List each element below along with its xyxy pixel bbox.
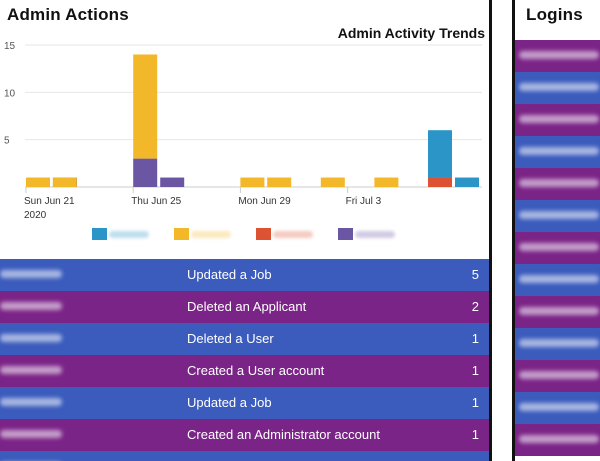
admin-action-row[interactable]: Deleted an Applicant 2 — [0, 291, 489, 323]
bar-yellow — [52, 177, 77, 187]
login-row-redacted — [519, 435, 599, 443]
login-row[interactable] — [515, 360, 600, 392]
row-count: 2 — [471, 299, 479, 314]
legend-item-purple[interactable] — [338, 228, 418, 240]
row-action-label: Deleted an Applicant — [187, 299, 307, 314]
panel-gap — [492, 0, 512, 461]
row-action-label: Updated a Job — [187, 267, 272, 282]
bar-blue — [428, 130, 452, 178]
legend-swatch — [174, 228, 189, 240]
x-tick-year-label: 2020 — [24, 210, 47, 221]
login-row-redacted — [519, 211, 599, 219]
bar-yellow — [374, 177, 399, 187]
login-row-redacted — [519, 371, 599, 379]
legend-item-blue[interactable] — [92, 228, 172, 240]
admin-action-row[interactable] — [0, 451, 489, 461]
legend-label-redacted — [191, 231, 231, 238]
legend-label-redacted — [109, 231, 149, 238]
login-row-redacted — [519, 115, 599, 123]
bar-purple — [160, 177, 185, 187]
row-count: 1 — [471, 395, 479, 410]
login-row[interactable] — [515, 104, 600, 136]
legend-label-redacted — [355, 231, 395, 238]
y-tick-label: 10 — [4, 88, 16, 99]
row-action-label: Created a User account — [187, 363, 325, 378]
login-row-redacted — [519, 179, 599, 187]
row-user-redacted — [0, 302, 62, 310]
row-user-redacted — [0, 270, 62, 278]
bar-blue — [455, 177, 479, 187]
login-row[interactable] — [515, 296, 600, 328]
login-row[interactable] — [515, 168, 600, 200]
login-row-redacted — [519, 307, 599, 315]
admin-activity-chart: 5 10 15 Sun Jun 21 2020 Thu Jun 25 Mon Jun 29 F… — [4, 41, 482, 221]
login-row-redacted — [519, 51, 599, 59]
row-user-redacted — [0, 430, 62, 438]
x-tick-label: Mon Jun 29 — [238, 196, 291, 207]
admin-action-row[interactable]: Updated a Job 1 — [0, 387, 489, 419]
admin-actions-panel: Admin Actions Admin Activity Trends 5 10 1… — [0, 5, 489, 461]
x-tick-label: Sun Jun 21 — [24, 196, 75, 207]
row-user-redacted — [0, 334, 62, 342]
x-tick-label: Fri Jul 3 — [346, 196, 382, 207]
panel-divider — [512, 0, 515, 461]
legend-swatch — [92, 228, 107, 240]
login-row-redacted — [519, 243, 599, 251]
logins-panel: Logins — [515, 0, 600, 461]
legend-swatch — [338, 228, 353, 240]
login-row[interactable] — [515, 232, 600, 264]
row-action-label: Created an Administrator account — [187, 427, 380, 442]
bar-yellow — [320, 177, 345, 187]
login-row[interactable] — [515, 40, 600, 72]
admin-action-row[interactable]: Updated a Job 5 — [0, 259, 489, 291]
admin-action-row[interactable]: Deleted a User 1 — [0, 323, 489, 355]
row-user-redacted — [0, 366, 62, 374]
bar-yellow — [240, 177, 265, 187]
bar-yellow — [133, 54, 158, 159]
login-row-redacted — [519, 403, 599, 411]
login-row[interactable] — [515, 392, 600, 424]
legend-item-red[interactable] — [256, 228, 336, 240]
bar-red — [428, 177, 452, 187]
row-count: 1 — [471, 331, 479, 346]
legend-label-redacted — [273, 231, 313, 238]
logins-list — [515, 40, 600, 456]
row-count: 5 — [471, 267, 479, 282]
login-row[interactable] — [515, 424, 600, 456]
row-action-label: Updated a Job — [187, 395, 272, 410]
login-row[interactable] — [515, 264, 600, 296]
login-row[interactable] — [515, 200, 600, 232]
chart-title: Admin Activity Trends — [337, 25, 485, 41]
login-row-redacted — [519, 147, 599, 155]
row-count: 1 — [471, 427, 479, 442]
login-row-redacted — [519, 339, 599, 347]
legend-swatch — [256, 228, 271, 240]
admin-actions-list: Updated a Job 5 Deleted an Applicant 2 Delet… — [0, 259, 489, 461]
panel-divider — [489, 0, 492, 461]
logins-title: Logins — [526, 5, 583, 24]
legend-item-yellow[interactable] — [174, 228, 254, 240]
y-tick-label: 15 — [4, 41, 16, 52]
login-row[interactable] — [515, 72, 600, 104]
bar-yellow — [267, 177, 292, 187]
login-row-redacted — [519, 83, 599, 91]
x-tick-label: Thu Jun 25 — [131, 196, 181, 207]
login-row[interactable] — [515, 136, 600, 168]
admin-action-row[interactable]: Created an Administrator account 1 — [0, 419, 489, 451]
bar-yellow — [26, 177, 50, 187]
row-count: 1 — [471, 363, 479, 378]
row-action-label: Deleted a User — [187, 331, 274, 346]
admin-actions-title: Admin Actions — [7, 5, 129, 24]
row-user-redacted — [0, 398, 62, 406]
bar-purple — [133, 158, 158, 187]
login-row[interactable] — [515, 328, 600, 360]
y-tick-label: 5 — [4, 136, 10, 147]
admin-action-row[interactable]: Created a User account 1 — [0, 355, 489, 387]
login-row-redacted — [519, 275, 599, 283]
